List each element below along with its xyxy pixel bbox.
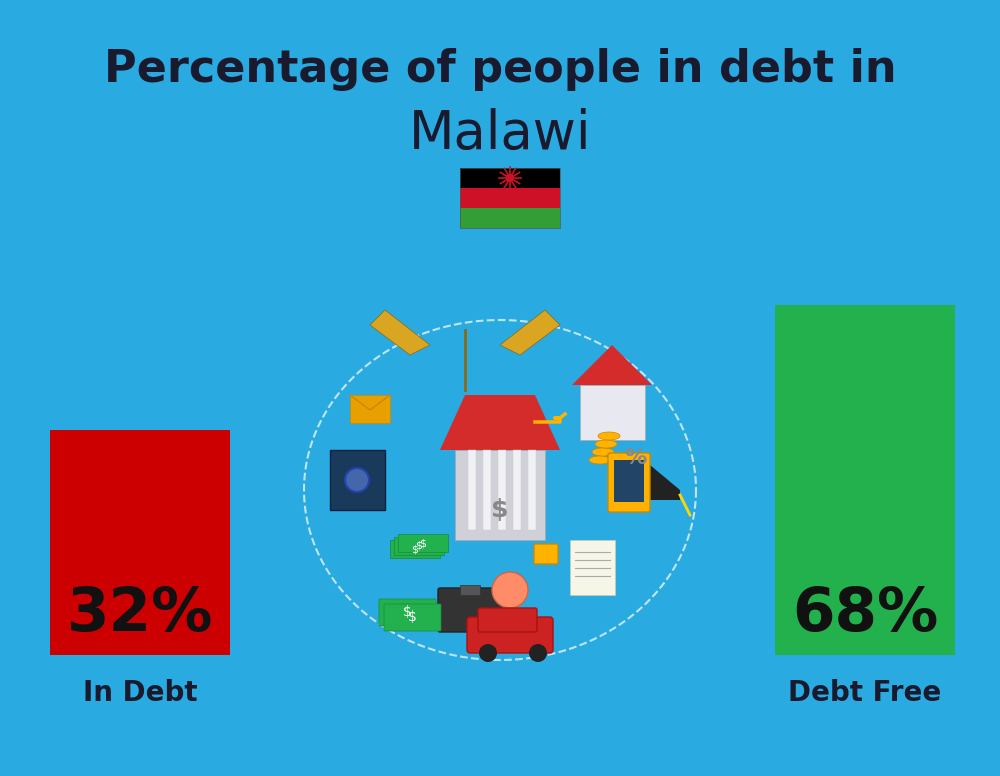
FancyBboxPatch shape xyxy=(379,599,436,626)
Bar xyxy=(620,490,680,500)
Bar xyxy=(398,534,448,552)
Text: %: % xyxy=(624,448,646,468)
Text: In Debt: In Debt xyxy=(83,679,197,707)
Polygon shape xyxy=(572,345,652,385)
Bar xyxy=(390,540,440,558)
Bar xyxy=(460,168,560,188)
Ellipse shape xyxy=(595,440,617,448)
Text: $: $ xyxy=(412,544,418,554)
Bar xyxy=(498,450,506,530)
Ellipse shape xyxy=(589,456,611,464)
FancyBboxPatch shape xyxy=(384,604,441,631)
FancyBboxPatch shape xyxy=(467,617,553,653)
Bar xyxy=(350,395,390,423)
FancyBboxPatch shape xyxy=(608,453,650,512)
Bar xyxy=(455,450,545,540)
Ellipse shape xyxy=(598,432,620,440)
Text: $: $ xyxy=(408,610,416,624)
Bar xyxy=(460,168,560,228)
Text: Malawi: Malawi xyxy=(409,108,591,160)
Bar xyxy=(580,385,645,440)
Text: 32%: 32% xyxy=(67,586,213,645)
Circle shape xyxy=(529,644,547,662)
Text: $: $ xyxy=(420,538,426,548)
Bar xyxy=(528,450,536,530)
Polygon shape xyxy=(500,310,560,355)
Bar xyxy=(468,450,476,530)
Circle shape xyxy=(492,572,528,608)
Polygon shape xyxy=(370,310,430,355)
Text: Percentage of people in debt in: Percentage of people in debt in xyxy=(104,48,896,91)
Ellipse shape xyxy=(316,334,684,646)
Polygon shape xyxy=(620,465,680,490)
Bar xyxy=(570,540,615,595)
Bar xyxy=(460,585,480,595)
Text: Debt Free: Debt Free xyxy=(788,679,942,707)
Text: $: $ xyxy=(403,605,411,619)
Circle shape xyxy=(479,644,497,662)
Bar xyxy=(460,188,560,208)
Bar xyxy=(50,430,230,655)
Bar xyxy=(460,208,560,228)
Circle shape xyxy=(506,174,514,182)
Text: $: $ xyxy=(416,541,422,551)
Polygon shape xyxy=(440,395,560,450)
Text: 68%: 68% xyxy=(792,586,938,645)
FancyBboxPatch shape xyxy=(478,608,537,632)
Text: $: $ xyxy=(491,498,509,522)
Bar xyxy=(775,305,955,655)
FancyBboxPatch shape xyxy=(534,544,558,564)
Bar xyxy=(483,450,491,530)
FancyBboxPatch shape xyxy=(438,588,502,632)
Bar xyxy=(394,537,444,555)
Circle shape xyxy=(527,422,543,438)
Bar xyxy=(513,450,521,530)
Bar xyxy=(614,460,644,502)
Bar xyxy=(330,450,385,510)
Ellipse shape xyxy=(592,448,614,456)
Circle shape xyxy=(345,468,369,492)
